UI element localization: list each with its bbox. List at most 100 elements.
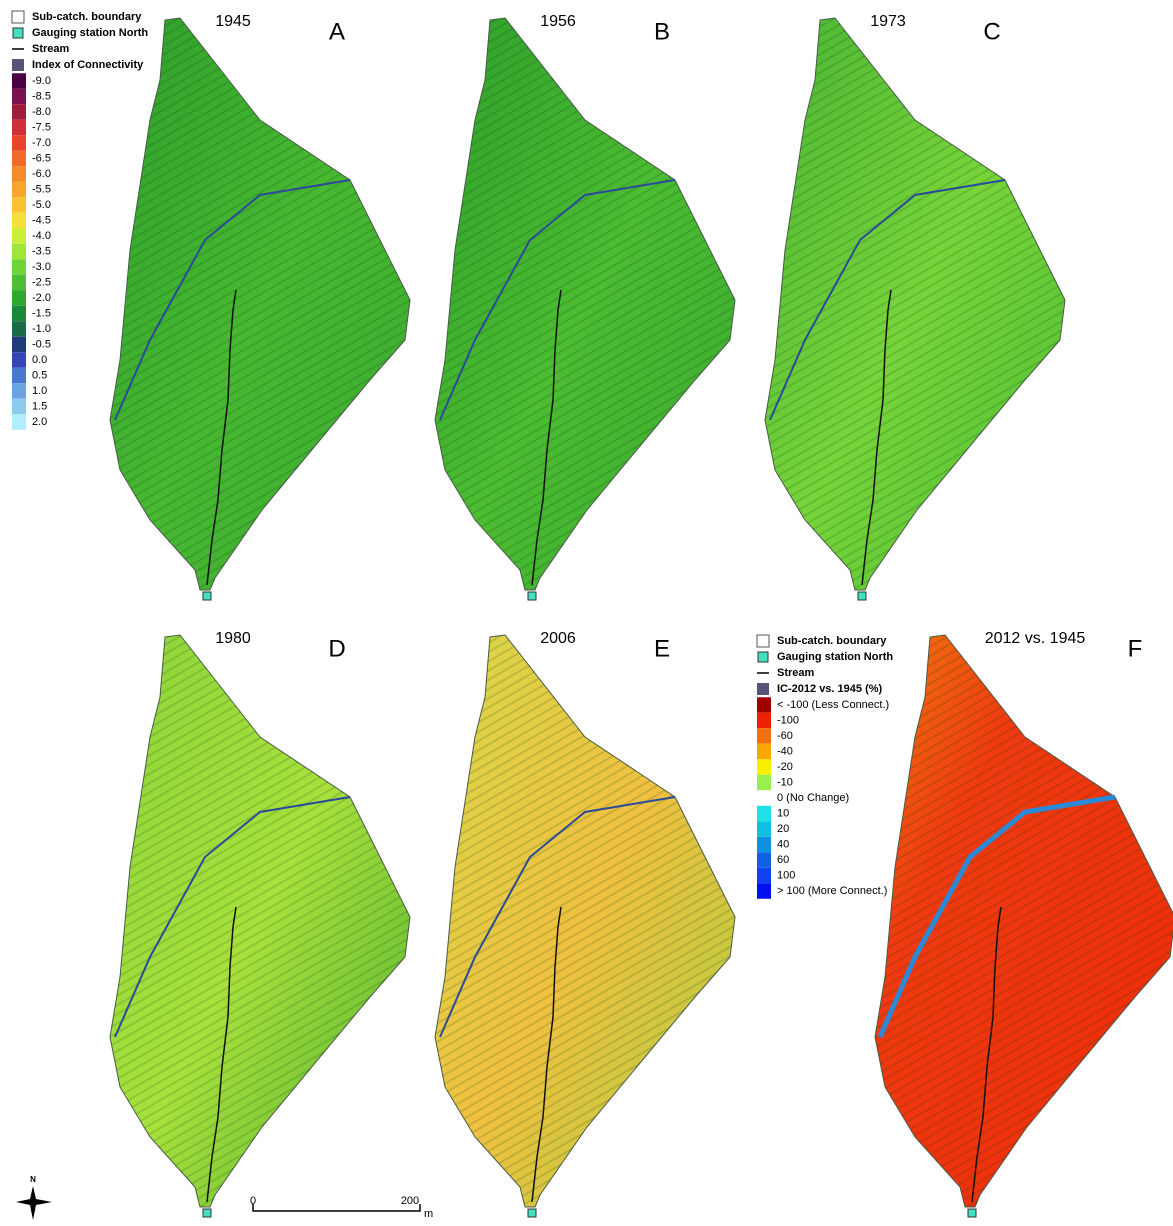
panel-year: 1973 xyxy=(870,13,906,30)
gauging-station xyxy=(203,592,211,600)
legend-swatch xyxy=(12,182,26,198)
catchment-texture xyxy=(765,18,1065,590)
legend-station: Gauging station North xyxy=(777,651,893,663)
legend-label: -2.0 xyxy=(32,292,51,304)
panel-year: 2012 vs. 1945 xyxy=(985,630,1086,647)
panel-year: 2006 xyxy=(540,630,576,647)
legend-label: -3.5 xyxy=(32,245,51,257)
legend-swatch xyxy=(12,383,26,399)
legend-swatch xyxy=(12,337,26,353)
scale-end: 200 xyxy=(401,1195,419,1207)
raster-icon xyxy=(757,683,769,695)
gauging-station xyxy=(528,1209,536,1217)
panel-year: 1980 xyxy=(215,630,251,647)
legend-label: -4.0 xyxy=(32,230,51,242)
legend-label: 60 xyxy=(777,854,789,866)
map-panel: 2012 vs. 1945 F xyxy=(875,630,1173,1217)
legend-swatch xyxy=(12,290,26,306)
station-icon xyxy=(13,28,23,38)
legend-label: 1.0 xyxy=(32,385,47,397)
map-panel: 1945 A xyxy=(110,13,410,600)
legend-swatch xyxy=(12,306,26,322)
legend-label: < -100 (Less Connect.) xyxy=(777,699,889,711)
raster-icon xyxy=(12,59,24,71)
legend-label: > 100 (More Connect.) xyxy=(777,885,887,897)
legend-title: Index of Connectivity xyxy=(32,59,144,71)
panel-letter: B xyxy=(654,18,670,45)
boundary-icon xyxy=(757,635,769,647)
legend-swatch xyxy=(757,837,771,853)
legend-swatch xyxy=(757,713,771,729)
legend-swatch xyxy=(757,852,771,868)
catchment-texture xyxy=(875,635,1173,1207)
legend-label: -10 xyxy=(777,776,793,788)
legend-swatch xyxy=(12,259,26,275)
legend-stream: Stream xyxy=(32,43,70,55)
legend-swatch xyxy=(12,352,26,368)
map-panel: 1973 C xyxy=(765,13,1065,600)
legend-station: Gauging station North xyxy=(32,27,148,39)
north-star xyxy=(16,1186,52,1220)
legend-swatch xyxy=(12,321,26,337)
legend-boundary: Sub-catch. boundary xyxy=(32,11,142,23)
legend-label: -40 xyxy=(777,745,793,757)
legend-label: 100 xyxy=(777,869,795,881)
map-panel: 1956 B xyxy=(435,13,735,600)
legend-swatch xyxy=(12,89,26,105)
catchment-texture xyxy=(435,635,735,1207)
scale-line xyxy=(253,1204,420,1211)
figure: 1945A1956B1973C1980D2006E2012 vs. 1945F … xyxy=(0,0,1173,1226)
legend-swatch xyxy=(757,821,771,837)
scale-bar: 0 200 m xyxy=(250,1195,433,1220)
scale-start: 0 xyxy=(250,1195,256,1207)
legend-swatch xyxy=(12,166,26,182)
gauging-station xyxy=(968,1209,976,1217)
legend-label: -1.0 xyxy=(32,323,51,335)
legend-label: -5.0 xyxy=(32,199,51,211)
legend-swatch xyxy=(757,775,771,791)
gauging-station xyxy=(203,1209,211,1217)
legend-swatch xyxy=(12,135,26,151)
legend-label: -5.5 xyxy=(32,183,51,195)
legend-label: -7.5 xyxy=(32,121,51,133)
legend-label: -4.5 xyxy=(32,214,51,226)
station-icon xyxy=(758,652,768,662)
legend-label: -60 xyxy=(777,730,793,742)
legend-swatch xyxy=(12,104,26,120)
legend-swatch xyxy=(757,806,771,822)
catchment-texture xyxy=(110,18,410,590)
legend-label: 20 xyxy=(777,823,789,835)
panel-year: 1956 xyxy=(540,13,576,30)
legend-swatch xyxy=(12,275,26,291)
legend-label: 2.0 xyxy=(32,416,47,428)
legend-swatch xyxy=(757,883,771,899)
panel-letter: A xyxy=(329,18,345,45)
legend-label: 0.0 xyxy=(32,354,47,366)
legend-swatch xyxy=(12,228,26,244)
legend-label: -0.5 xyxy=(32,338,51,350)
north-label: N xyxy=(30,1175,36,1184)
legend-title: IC-2012 vs. 1945 (%) xyxy=(777,683,883,695)
legend-label: -100 xyxy=(777,714,799,726)
catchment-texture xyxy=(435,18,735,590)
legend-label: -20 xyxy=(777,761,793,773)
legend-swatch xyxy=(12,197,26,213)
legend-swatch xyxy=(757,790,771,806)
panel-letter: C xyxy=(983,18,1000,45)
legend-stream: Stream xyxy=(777,667,815,679)
legend-label: -8.5 xyxy=(32,90,51,102)
legend-label: -6.5 xyxy=(32,152,51,164)
legend-swatch xyxy=(12,120,26,136)
catchment-texture xyxy=(110,635,410,1207)
legend-swatch xyxy=(12,399,26,415)
legend-label: -6.0 xyxy=(32,168,51,180)
panel-letter: F xyxy=(1128,635,1143,662)
gauging-station xyxy=(858,592,866,600)
legend-label: -9.0 xyxy=(32,75,51,87)
legend-swatch xyxy=(757,728,771,744)
legend-change: Sub-catch. boundaryGauging station North… xyxy=(757,635,893,899)
boundary-icon xyxy=(12,11,24,23)
scale-unit: m xyxy=(424,1208,433,1220)
panel-year: 1945 xyxy=(215,13,251,30)
